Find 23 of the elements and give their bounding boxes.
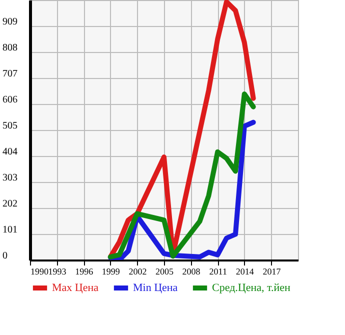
y-tick-label: 0 (2, 250, 8, 262)
y-tick-label: 909 (2, 16, 18, 28)
x-tick-label: 2014 (236, 266, 254, 276)
x-tick-label: 1990 (30, 266, 49, 276)
y-tick-label: 505 (2, 120, 18, 132)
x-tick-label: 2011 (209, 266, 227, 276)
legend-label: Max Цена (52, 282, 99, 294)
y-tick-label: 808 (2, 42, 18, 54)
y-tick-label: 707 (2, 68, 18, 80)
y-tick-label: 404 (2, 146, 18, 158)
y-tick-label: 202 (2, 198, 18, 210)
y-tick-label: 606 (2, 94, 18, 106)
legend-label: Min Цена (133, 282, 178, 294)
x-tick-label: 2008 (182, 266, 201, 276)
x-tick-label: 1993 (48, 266, 67, 276)
x-tick-label: 2005 (156, 266, 174, 276)
x-tick-label: 2002 (128, 266, 147, 276)
x-tick-label: 1996 (75, 266, 94, 276)
x-tick-label: 1999 (102, 266, 120, 276)
x-tick-label: 2017 (262, 266, 282, 276)
y-tick-label: 101 (2, 224, 18, 236)
legend-label: Сред.Цена, т.йен (212, 282, 291, 294)
y-tick-label: 303 (2, 172, 18, 184)
